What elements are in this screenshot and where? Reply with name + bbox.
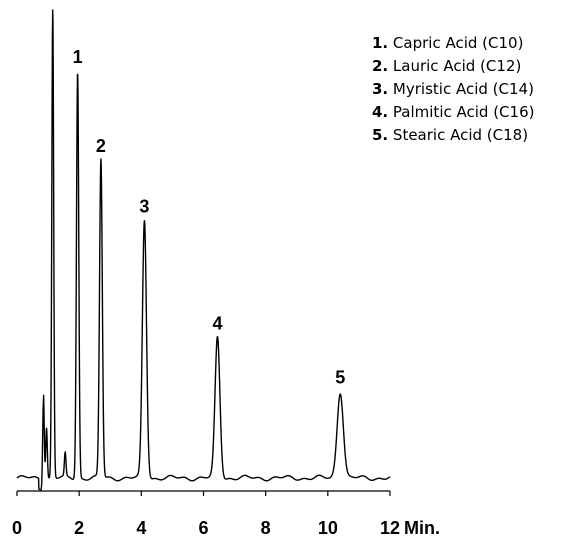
peak-label-4: 4 (212, 314, 222, 334)
legend-item-3: 3. Myristic Acid (C14) (372, 78, 534, 101)
peak-label-5: 5 (335, 367, 345, 387)
legend-number: 4. (372, 103, 388, 121)
peak-label-1: 1 (73, 47, 83, 67)
legend-item-1: 1. Capric Acid (C10) (372, 32, 534, 55)
x-tick-label-12: 12 (380, 518, 400, 538)
x-tick-label-10: 10 (318, 518, 338, 538)
legend-text: Capric Acid (C10) (393, 34, 524, 52)
x-tick-label-6: 6 (198, 518, 208, 538)
legend-text: Myristic Acid (C14) (393, 80, 534, 98)
peak-label-2: 2 (96, 136, 106, 156)
legend-text: Palmitic Acid (C16) (393, 103, 535, 121)
legend-text: Stearic Acid (C18) (393, 126, 528, 144)
x-tick-label-2: 2 (74, 518, 84, 538)
legend-item-4: 4. Palmitic Acid (C16) (372, 101, 534, 124)
peak-label-3: 3 (139, 197, 149, 217)
legend-text: Lauric Acid (C12) (393, 57, 521, 75)
legend: 1. Capric Acid (C10) 2. Lauric Acid (C12… (372, 32, 534, 147)
legend-number: 2. (372, 57, 388, 75)
legend-number: 5. (372, 126, 388, 144)
x-unit-label: Min. (404, 518, 440, 538)
legend-item-2: 2. Lauric Acid (C12) (372, 55, 534, 78)
legend-item-5: 5. Stearic Acid (C18) (372, 124, 534, 147)
legend-number: 3. (372, 80, 388, 98)
x-tick-label-8: 8 (261, 518, 271, 538)
x-tick-label-4: 4 (136, 518, 146, 538)
chromatogram-trace (17, 10, 390, 490)
legend-number: 1. (372, 34, 388, 52)
x-tick-label-0: 0 (12, 518, 22, 538)
